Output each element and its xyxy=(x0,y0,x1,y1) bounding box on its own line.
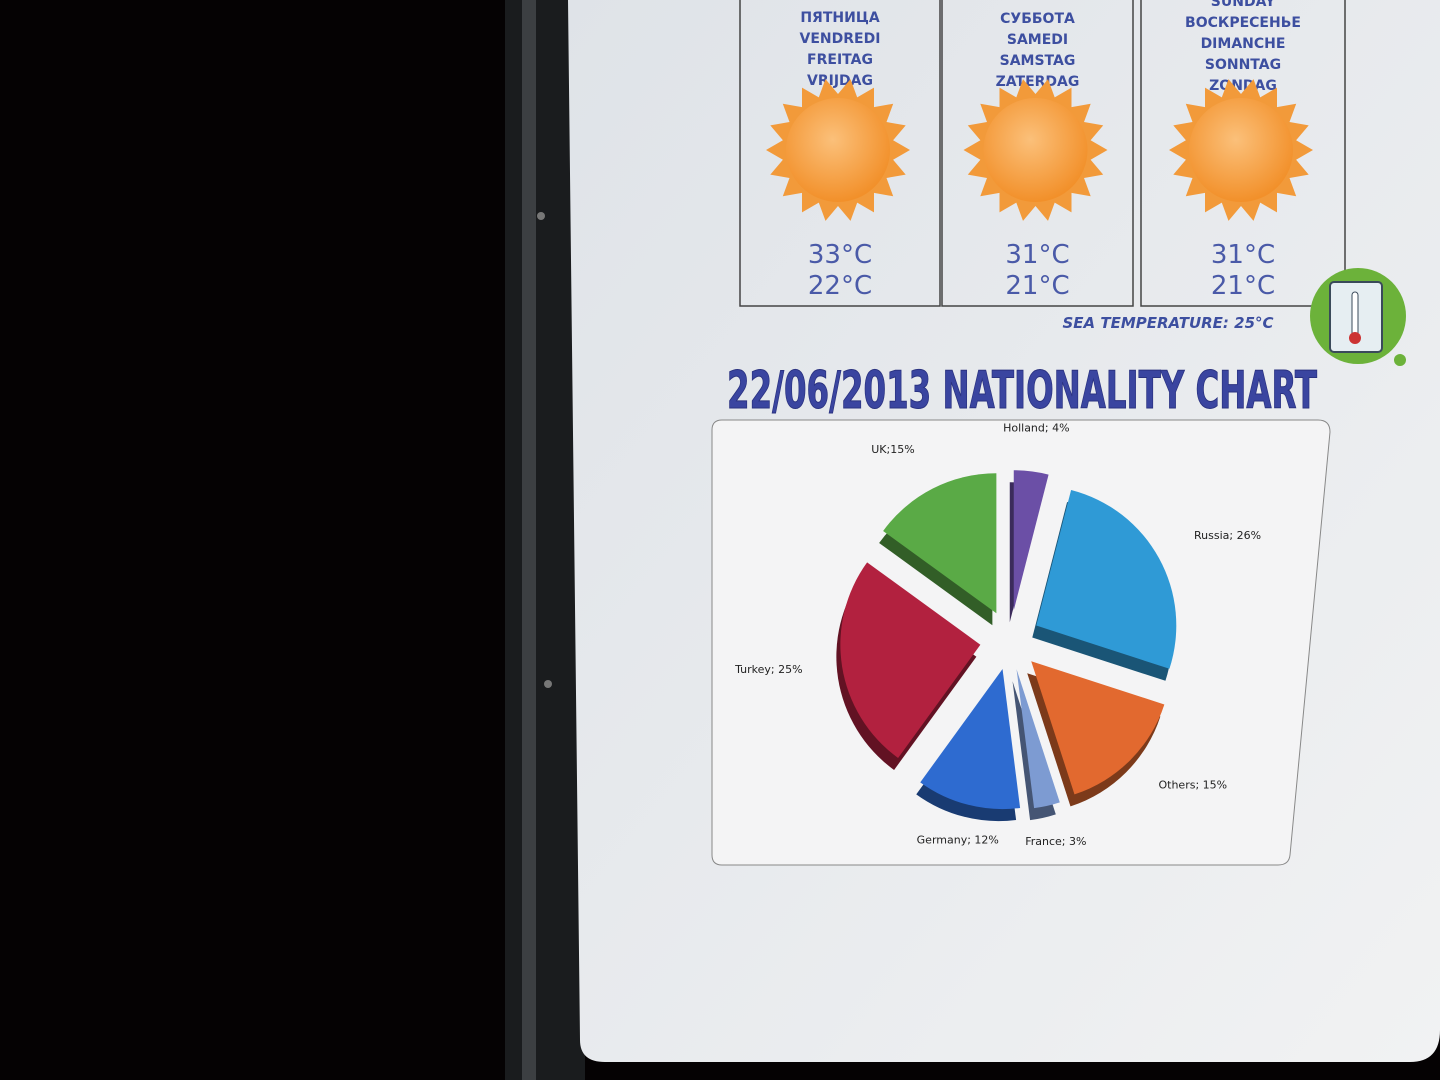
data-label: Turkey; 25% xyxy=(734,663,802,676)
weather: ПЯТНИЦА VENDREDI FREITAG VRIJDAG 33°C22°C СУБ… xyxy=(739,0,1346,307)
low-temp: 21°C xyxy=(1005,271,1069,301)
slice xyxy=(920,669,1021,810)
slice xyxy=(1031,661,1165,795)
slice xyxy=(840,562,981,758)
sun xyxy=(983,98,1088,202)
data-label: France; 3% xyxy=(1025,835,1086,848)
data-label: Holland; 4% xyxy=(1003,422,1069,435)
data-label: Others; 15% xyxy=(1158,778,1227,791)
day-name: ПЯТНИЦА xyxy=(800,10,879,26)
screw xyxy=(544,680,552,688)
day-name: SONNTAG xyxy=(1205,57,1281,73)
day-box xyxy=(1140,0,1346,307)
low-temp: 22°C xyxy=(808,271,872,301)
day-name: ZONDAG xyxy=(1209,78,1277,94)
sun xyxy=(786,98,890,202)
slice xyxy=(883,473,997,614)
slice xyxy=(1036,489,1177,669)
frame-edge xyxy=(522,0,536,1080)
day-name: VENDREDI xyxy=(800,31,881,47)
data-label: UK;15% xyxy=(871,443,914,456)
slice xyxy=(1013,470,1049,611)
day-box xyxy=(941,0,1134,307)
high-temp: 33°C xyxy=(808,240,872,270)
pie-chart: Holland; 4% Russia; 26% Others; 15% France;… xyxy=(734,422,1261,848)
data-label: Germany; 12% xyxy=(917,833,999,846)
slice xyxy=(1016,669,1060,809)
thermometer-icon xyxy=(1310,268,1406,366)
chart-title: 22/06/2013 NATIONALITY CHART xyxy=(727,361,1317,421)
day-name: SAMSTAG xyxy=(1000,53,1076,69)
day-name: DIMANCHE xyxy=(1201,36,1286,52)
day-name: FREITAG xyxy=(807,52,873,68)
data-label: Russia; 26% xyxy=(1194,529,1261,542)
screw xyxy=(537,212,545,220)
low-temp: 21°C xyxy=(1211,271,1275,301)
high-temp: 31°C xyxy=(1005,240,1069,270)
sun xyxy=(1189,98,1293,202)
day-name: SAMEDI xyxy=(1007,32,1068,48)
day-name: ВОСКРЕСЕНЬЕ xyxy=(1185,15,1301,31)
sea-temperature: SEA TEMPERATURE: 25°C xyxy=(1062,314,1273,332)
day-box xyxy=(739,0,941,307)
day-name: SUNDAY xyxy=(1211,0,1276,10)
day-name: VRIJDAG xyxy=(807,73,873,89)
high-temp: 31°C xyxy=(1211,240,1275,270)
day-name: ZATERDAG xyxy=(996,74,1080,90)
day-name: СУББОТА xyxy=(1000,11,1075,27)
chart-frame xyxy=(711,419,1331,866)
